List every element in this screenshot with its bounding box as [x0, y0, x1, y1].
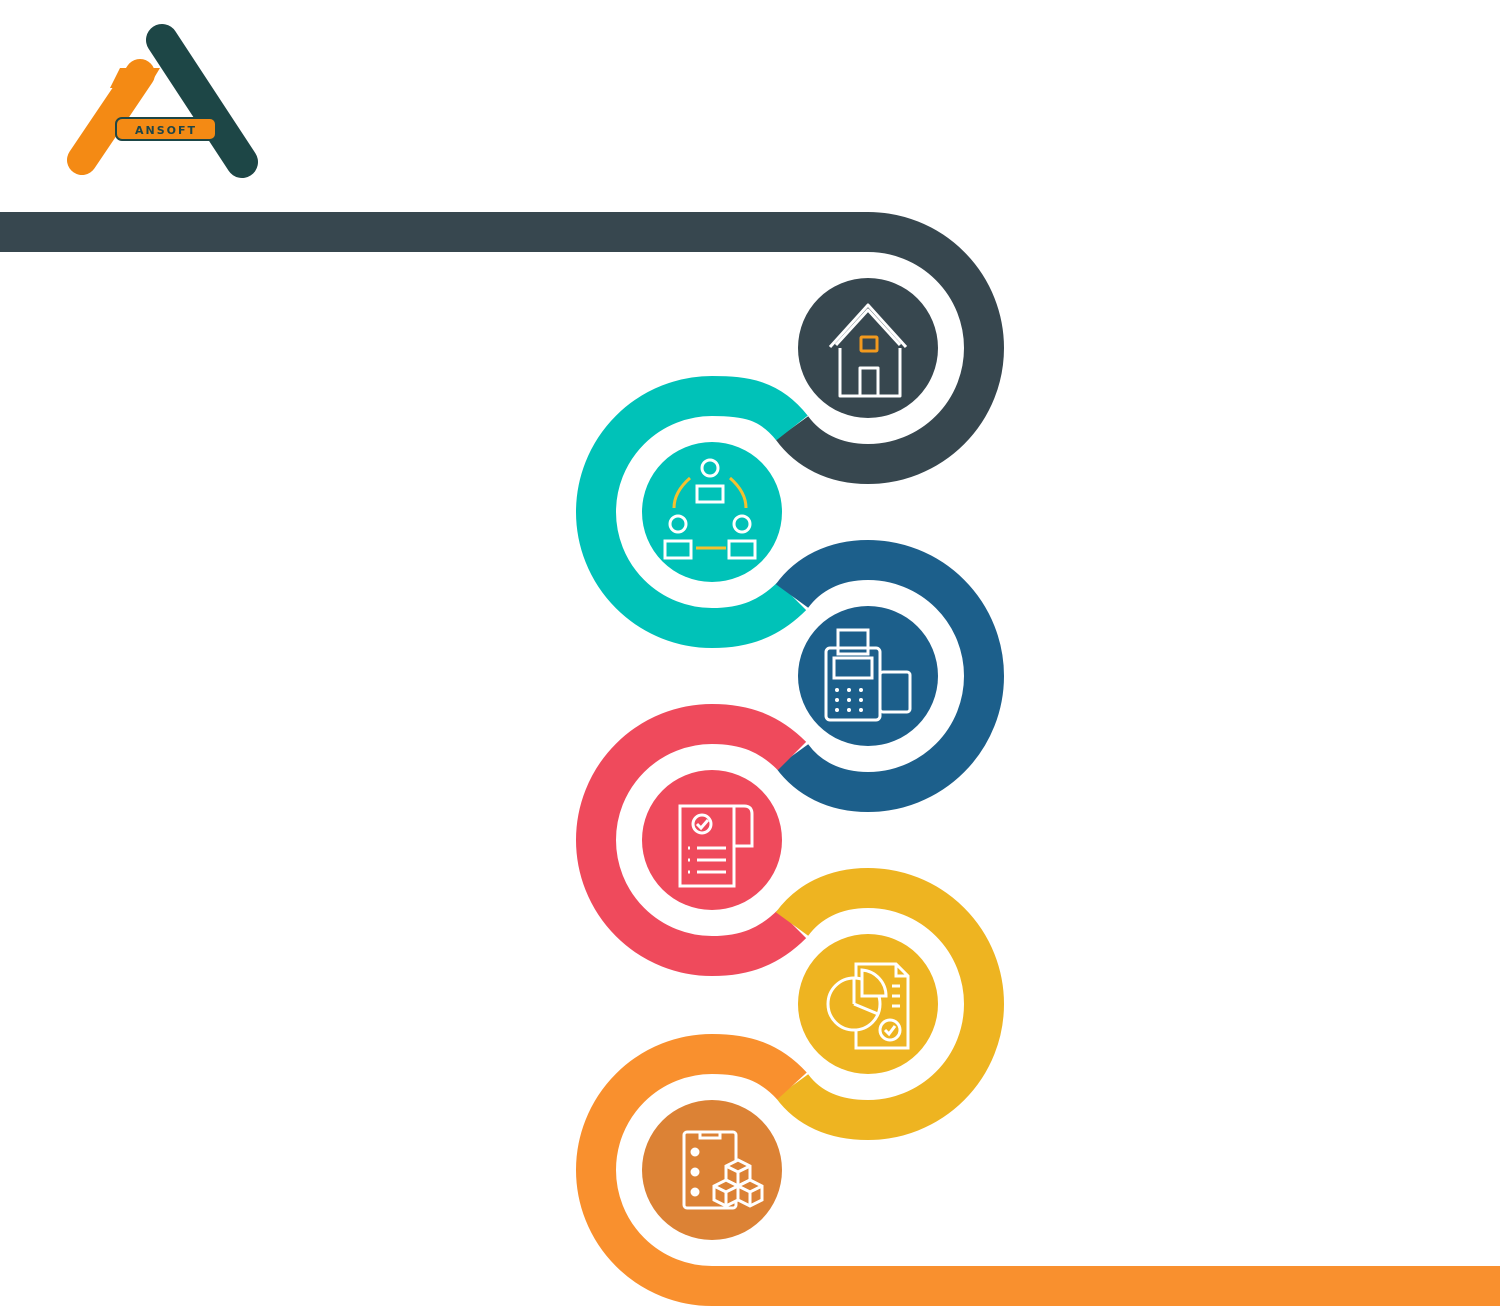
- step-1-track: [0, 212, 1004, 484]
- step-5-node: [798, 934, 938, 1074]
- step-4-circle: [642, 770, 782, 910]
- step-4-node: [642, 770, 782, 910]
- step-6-track: [576, 1033, 1500, 1306]
- inventory-boxes-icon: [682, 1130, 764, 1210]
- logo-dark-stroke: [146, 24, 258, 178]
- step-2-node: [642, 442, 782, 582]
- step-1-node: [798, 278, 938, 418]
- step-3-node: [798, 606, 938, 746]
- step-1-circle: [798, 278, 938, 418]
- step-5-track: [775, 867, 1004, 1141]
- step-2-track: [576, 375, 808, 649]
- logo-text: ANSOFT: [135, 124, 197, 137]
- step-2-circle: [642, 442, 782, 582]
- path-track: [0, 212, 1500, 1306]
- team-cycle-icon: [663, 458, 757, 560]
- step-6-circle: [642, 1100, 782, 1240]
- step-3-track: [775, 539, 1004, 813]
- step-1-connector: [775, 415, 869, 484]
- receipt-check-icon: [678, 804, 754, 888]
- step-6-node: [642, 1100, 782, 1240]
- pos-terminal-icon: [824, 628, 912, 722]
- house-icon: [828, 303, 908, 398]
- step-4-track: [576, 703, 807, 977]
- logo-badge: [115, 117, 217, 141]
- step-3-circle: [798, 606, 938, 746]
- logo-orange-stroke: [67, 59, 155, 175]
- report-chart-icon: [826, 962, 910, 1050]
- ansoft-logo: ANSOFT: [67, 24, 258, 178]
- logo-orange-tip: [110, 68, 160, 88]
